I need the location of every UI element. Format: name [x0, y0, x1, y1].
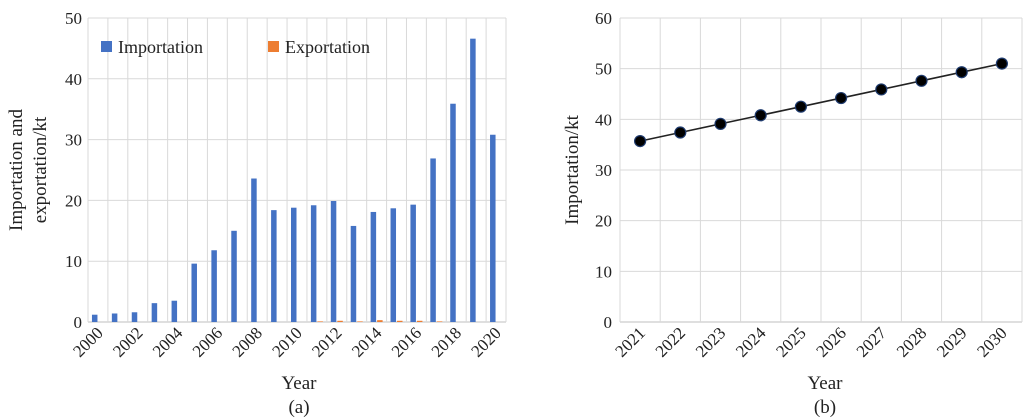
panel-a-bars — [91, 38, 496, 323]
y-tick-label: 40 — [65, 70, 82, 89]
panel-a-y-tick-labels: 0 10 20 30 40 50 — [65, 9, 82, 332]
x-tick-label: 2030 — [973, 323, 1010, 360]
data-point-2028 — [915, 74, 928, 87]
panel-a-caption: (a) — [288, 397, 309, 418]
data-point-2027 — [875, 83, 888, 96]
bar-importation-2001 — [111, 313, 118, 322]
series-line — [639, 62, 1003, 142]
x-tick-label: 2006 — [189, 323, 226, 360]
x-tick-label: 2027 — [853, 323, 891, 361]
panel-a-gridlines — [87, 17, 507, 323]
bar-importation-2009 — [271, 210, 277, 322]
x-tick-label: 2014 — [348, 323, 386, 361]
x-tick-label: 2021 — [611, 323, 648, 360]
bar-importation-2002 — [131, 312, 138, 322]
bar-importation-2015 — [390, 208, 397, 322]
y-tick-label: 20 — [65, 191, 82, 210]
x-tick-label: 2012 — [308, 323, 345, 360]
x-tick-label: 2029 — [933, 323, 970, 360]
panel-a-legend: Importation Exportation — [101, 37, 370, 57]
bar-importation-2005 — [191, 263, 197, 322]
panel-b-y-tick-labels: 0 10 20 30 40 50 60 — [595, 9, 612, 332]
data-point-2025 — [794, 100, 808, 113]
x-tick-label: 2028 — [893, 323, 930, 360]
data-point-2021 — [633, 135, 647, 148]
y-tick-label: 20 — [595, 212, 612, 231]
y-tick-label: 0 — [74, 313, 83, 332]
bar-importation-2014 — [370, 211, 377, 322]
x-tick-label: 2025 — [772, 323, 809, 360]
x-tick-label: 2004 — [149, 323, 187, 361]
bar-importation-2012 — [330, 201, 337, 322]
bar-importation-2020 — [490, 134, 496, 322]
panel-b-x-tick-labels: 2021 2022 2023 2024 2025 2026 2027 2028 2029 2030 — [611, 323, 1010, 361]
bar-exportation-2013 — [357, 321, 363, 322]
x-tick-label: 2008 — [229, 323, 266, 360]
panel-b-points — [633, 57, 1009, 148]
x-tick-label: 2024 — [732, 323, 770, 361]
y-tick-label: 50 — [65, 9, 82, 28]
data-point-2030 — [995, 57, 1009, 70]
bar-importation-2013 — [350, 225, 357, 322]
bar-importation-2018 — [450, 103, 456, 322]
panel-b-x-axis-label: Year — [807, 373, 843, 394]
y-tick-label: 10 — [65, 252, 82, 271]
bar-importation-2000 — [91, 314, 98, 322]
panel-b-y-axis-label: Importation/kt — [562, 114, 583, 224]
bar-importation-2007 — [231, 230, 237, 322]
bar-exportation-2011 — [317, 321, 323, 322]
y-tick-label: 10 — [595, 262, 612, 281]
x-tick-label: 2023 — [692, 323, 729, 360]
data-point-2022 — [674, 126, 687, 139]
panel-a-y-axis-label-line1: Importation and — [6, 109, 27, 231]
y-tick-label: 50 — [595, 60, 612, 79]
x-tick-label: 2026 — [812, 323, 849, 360]
bar-importation-2017 — [430, 158, 436, 322]
x-tick-label: 2010 — [268, 323, 305, 360]
panel-a-y-axis-label-line2: exportation/kt — [30, 116, 51, 223]
y-tick-label: 30 — [65, 131, 82, 150]
chart-panel-a: 0 10 20 30 40 50 2000 2002 2004 2006 2008 2010 2012… — [6, 9, 507, 418]
bar-exportation-2012 — [337, 320, 343, 322]
x-tick-label: 2020 — [467, 323, 504, 360]
y-tick-label: 60 — [595, 9, 612, 28]
bar-exportation-2015 — [397, 320, 403, 322]
x-tick-label: 2022 — [652, 323, 689, 360]
legend-swatch-exportation — [268, 41, 279, 52]
data-point-2023 — [714, 117, 727, 130]
legend-swatch-importation — [101, 41, 112, 52]
legend-label-exportation: Exportation — [285, 37, 370, 57]
bar-importation-2008 — [251, 178, 257, 322]
y-tick-label: 40 — [595, 110, 612, 129]
panel-b-line — [639, 62, 1003, 142]
panel-a-x-tick-labels: 2000 2002 2004 2006 2008 2010 2012 2014 2016 2018… — [69, 323, 505, 361]
panel-b-caption: (b) — [814, 397, 836, 418]
x-tick-label: 2018 — [428, 323, 465, 360]
legend-label-importation: Importation — [118, 37, 203, 57]
bar-exportation-2017 — [436, 321, 443, 322]
panel-b-gridlines — [619, 17, 1023, 323]
bar-exportation-2014 — [377, 320, 383, 322]
bar-importation-2004 — [171, 300, 178, 322]
bar-importation-2003 — [151, 303, 158, 322]
bar-importation-2006 — [211, 250, 217, 322]
bar-importation-2016 — [410, 204, 416, 322]
data-point-2024 — [754, 109, 767, 122]
data-point-2029 — [955, 66, 968, 79]
bar-exportation-2016 — [416, 320, 423, 322]
panel-a-x-axis-label: Year — [281, 373, 317, 394]
bar-importation-2019 — [470, 38, 476, 323]
bar-importation-2010 — [291, 207, 297, 322]
x-tick-label: 2002 — [109, 323, 146, 360]
bar-importation-2011 — [310, 205, 317, 322]
x-tick-label: 2016 — [388, 323, 425, 360]
y-tick-label: 0 — [604, 313, 613, 332]
y-tick-label: 30 — [595, 161, 612, 180]
data-point-2026 — [834, 91, 848, 105]
